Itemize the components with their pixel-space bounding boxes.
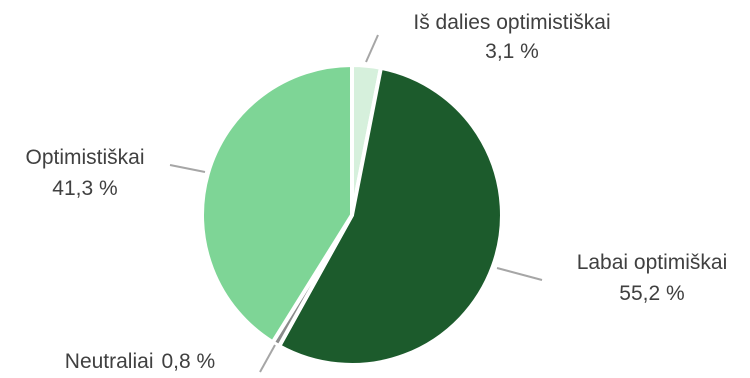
slice-label-is-dalies-value: 3,1 % — [485, 40, 539, 63]
leader-line-optimistiskai — [169, 164, 206, 173]
leader-line-is-dalies — [365, 34, 379, 63]
slice-label-optimistiskai-value: 41,3 % — [52, 177, 117, 200]
leader-line-neutraliai — [259, 344, 276, 373]
slice-label-labai-value: 55,2 % — [619, 282, 684, 305]
slice-label-neutraliai-value: 0,8 % — [162, 350, 216, 373]
slice-label-optimistiskai-name: Optimistiškai — [25, 146, 144, 169]
pie-slice-optimisti-kai — [200, 63, 354, 345]
slice-label-neutraliai-name: Neutraliai — [65, 350, 154, 373]
pie-slices — [200, 62, 504, 367]
slice-label-neutraliai: Neutraliai 0,8 % — [65, 350, 215, 373]
slice-labels: Iš dalies optimistiškai 3,1 % Labai opti… — [25, 11, 727, 373]
leader-line-labai — [496, 267, 543, 281]
slice-label-labai-name: Labai optimiškai — [577, 251, 728, 274]
leader-lines — [169, 34, 543, 373]
slice-label-is-dalies-name: Iš dalies optimistiškai — [413, 11, 610, 34]
pie-slice-labai-optimi-kai — [277, 65, 504, 367]
